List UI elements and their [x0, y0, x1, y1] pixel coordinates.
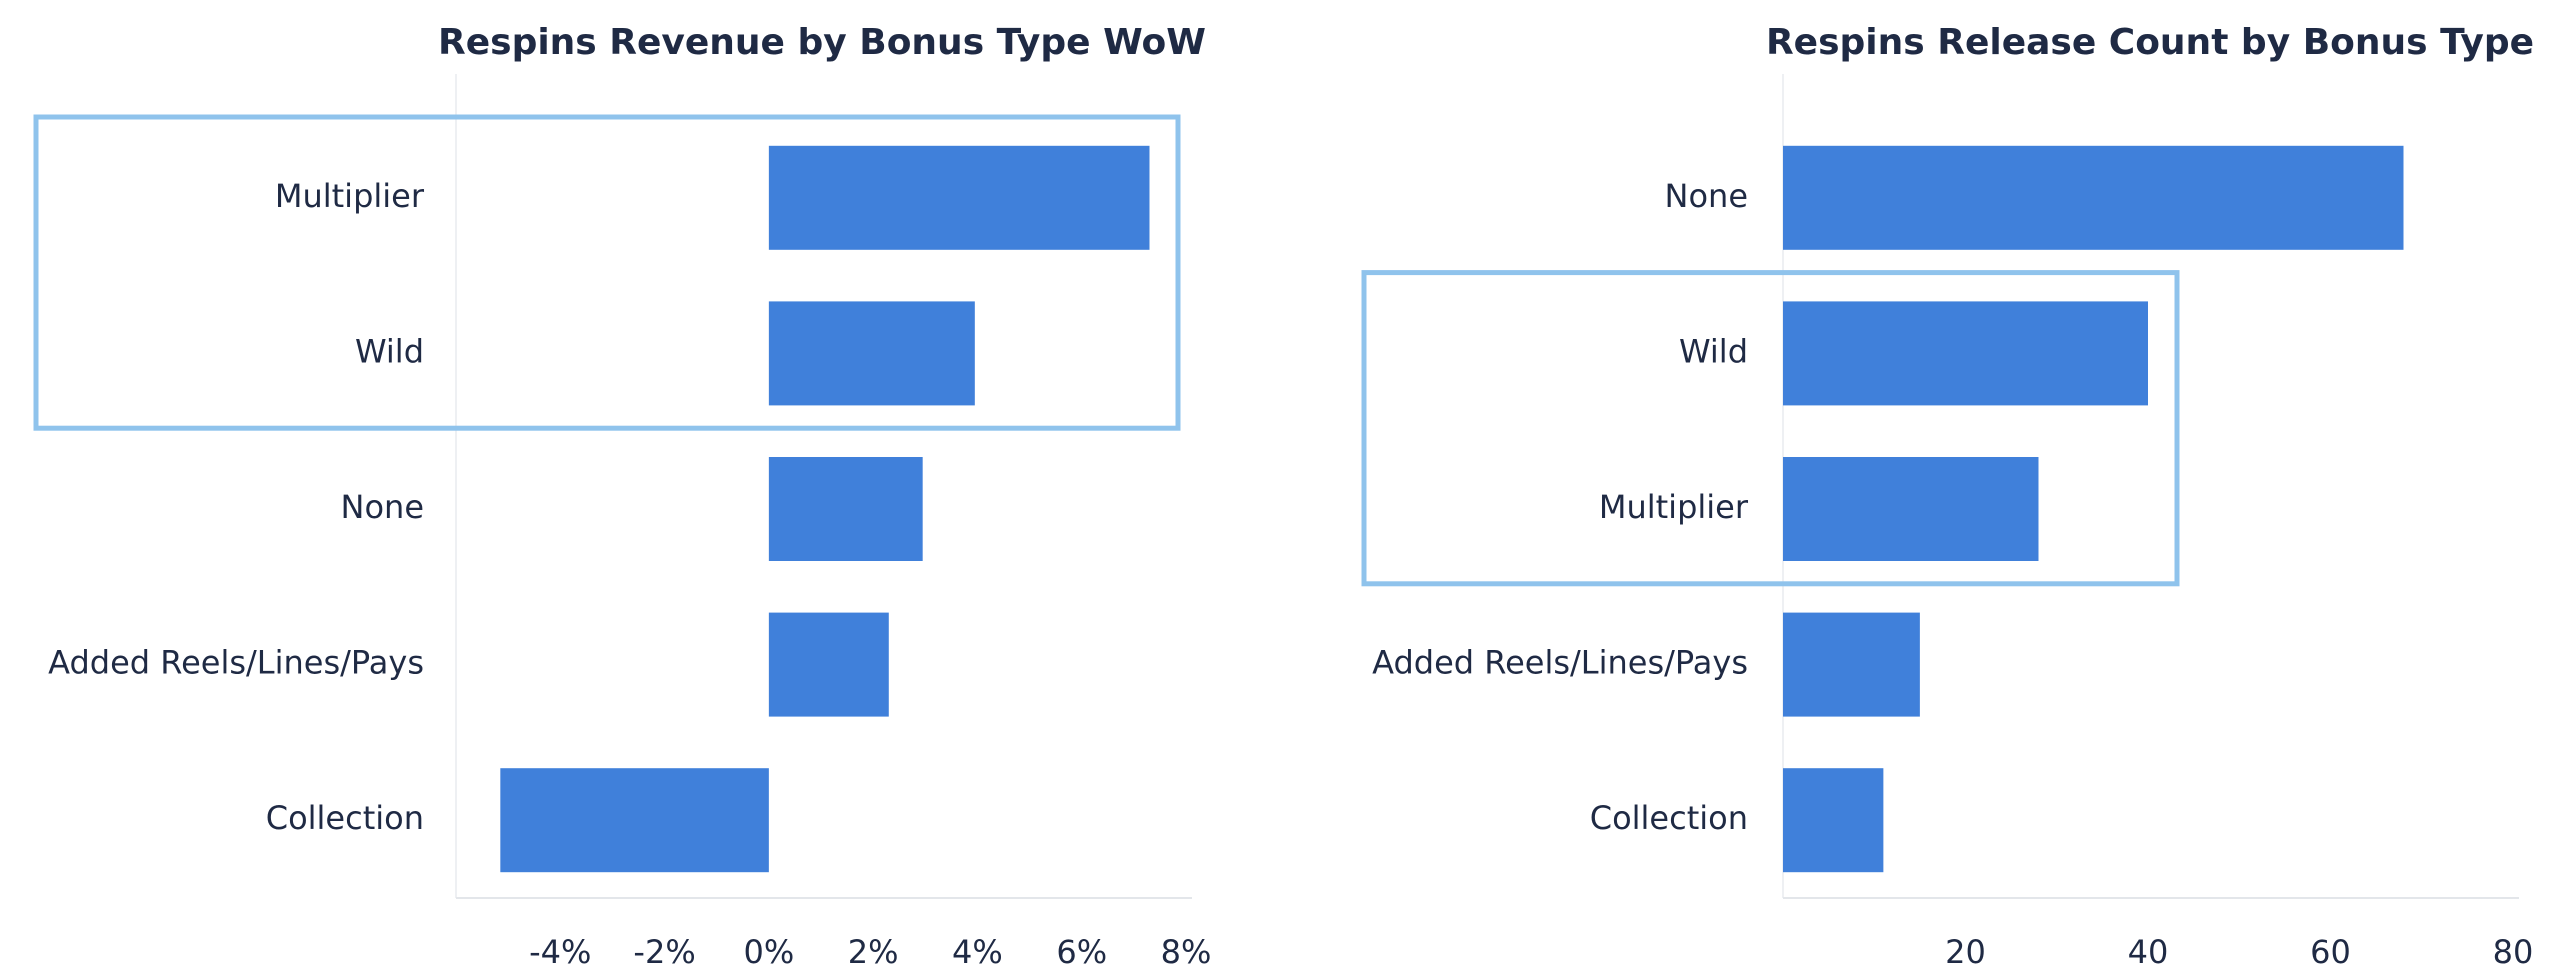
revenue-x-tick-label-4: -4%: [529, 933, 591, 971]
release-count-category-label-collection: Collection: [1590, 799, 1748, 837]
release-count-x-tick-label-80: 80: [2493, 933, 2534, 971]
revenue-bar-added-reels-lines-pays: [769, 613, 889, 717]
release-count-chart-title: Respins Release Count by Bonus Type: [1766, 22, 2534, 63]
revenue-category-label-wild: Wild: [355, 332, 424, 370]
revenue-category-label-added-reels-lines-pays: Added Reels/Lines/Pays: [48, 644, 424, 682]
release-count-category-label-multiplier: Multiplier: [1599, 488, 1749, 526]
revenue-x-tick-label-8: 8%: [1161, 933, 1212, 971]
revenue-x-tick-label-4: 4%: [952, 933, 1003, 971]
revenue-category-label-none: None: [341, 488, 424, 526]
release-count-bar-none: [1783, 146, 2404, 250]
revenue-bar-wild: [769, 301, 975, 405]
release-count-category-label-wild: Wild: [1679, 332, 1748, 370]
revenue-bar-none: [769, 457, 923, 561]
release-count-bar-multiplier: [1783, 457, 2039, 561]
revenue-x-tick-label-2: -2%: [633, 933, 695, 971]
revenue-x-tick-label-0: 0%: [743, 933, 794, 971]
revenue-bar-multiplier: [769, 146, 1150, 250]
release-count-bar-added-reels-lines-pays: [1783, 613, 1920, 717]
release-count-category-label-none: None: [1665, 177, 1748, 215]
revenue-chart-title: Respins Revenue by Bonus Type WoW: [438, 22, 1206, 63]
revenue-category-label-multiplier: Multiplier: [275, 177, 425, 215]
release-count-x-tick-label-20: 20: [1945, 933, 1986, 971]
release-count-bar-collection: [1783, 768, 1883, 872]
release-count-x-tick-label-60: 60: [2310, 933, 2351, 971]
revenue-x-tick-label-6: 6%: [1056, 933, 1107, 971]
release-count-bar-wild: [1783, 301, 2148, 405]
release-count-chart: Respins Release Count by Bonus Type None…: [1364, 22, 2534, 971]
revenue-chart: Respins Revenue by Bonus Type WoW Multip…: [36, 22, 1211, 971]
release-count-x-tick-label-40: 40: [2128, 933, 2169, 971]
revenue-category-label-collection: Collection: [266, 799, 424, 837]
revenue-bar-collection: [500, 768, 769, 872]
revenue-x-tick-label-2: 2%: [848, 933, 899, 971]
release-count-category-label-added-reels-lines-pays: Added Reels/Lines/Pays: [1372, 644, 1748, 682]
